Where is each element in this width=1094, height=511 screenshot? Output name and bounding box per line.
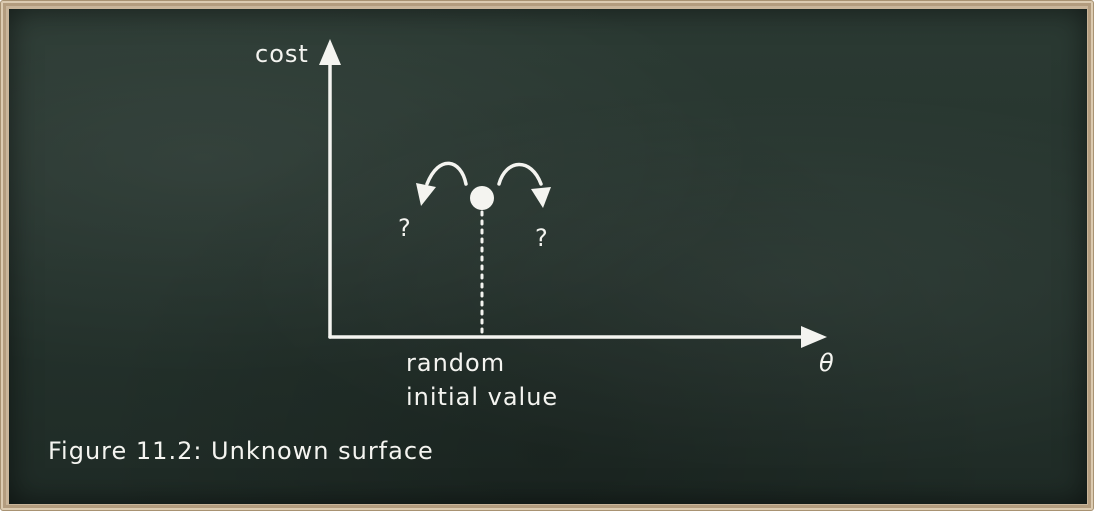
y-axis-arrowhead — [319, 39, 341, 65]
right-arrowhead — [531, 187, 551, 208]
right-question-mark: ? — [535, 224, 549, 252]
y-axis-label: cost — [255, 40, 309, 68]
initial-point — [470, 186, 494, 210]
right-curved-arrow — [497, 162, 543, 186]
left-arrowhead — [416, 183, 436, 206]
diagram: cost θ ? ? random initial value Figure 1… — [48, 39, 835, 465]
x-axis-label: θ — [819, 349, 835, 377]
left-curved-arrow — [425, 161, 468, 186]
figure-caption: Figure 11.2: Unknown surface — [48, 437, 434, 465]
point-label-line-1: random — [406, 349, 505, 377]
x-axis-arrowhead — [801, 326, 827, 348]
left-question-mark: ? — [398, 214, 412, 242]
point-label-line-2: initial value — [406, 383, 558, 411]
chalkboard: cost θ ? ? random initial value Figure 1… — [9, 9, 1087, 504]
